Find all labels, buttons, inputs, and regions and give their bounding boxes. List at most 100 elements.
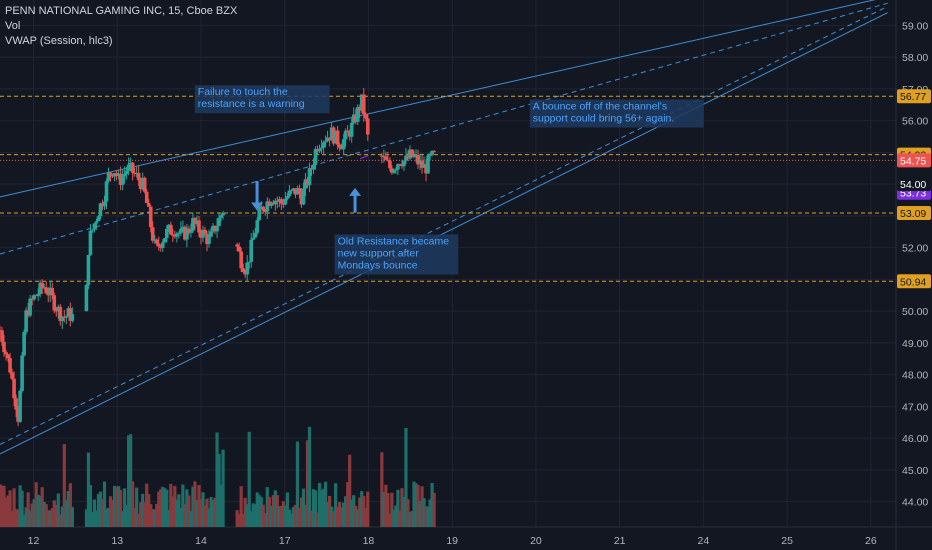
volume-bar <box>185 489 189 527</box>
volume-bar <box>64 500 68 527</box>
candle-body <box>313 149 318 165</box>
y-tick-label: 48.00 <box>902 370 928 382</box>
volume-bar <box>2 485 6 527</box>
volume-bar <box>165 489 169 527</box>
annotation-text: support could bring 56+ again. <box>533 113 675 125</box>
y-tick-label: 44.00 <box>902 497 928 509</box>
channel-trendline <box>0 5 888 445</box>
volume-bar <box>6 495 10 527</box>
y-tick-label: 49.00 <box>902 338 928 350</box>
candle-body <box>162 238 167 243</box>
candle-body <box>144 191 149 203</box>
candle-body <box>219 215 223 218</box>
annotation-text: resistance is a warning <box>198 98 305 110</box>
volume-bar <box>301 488 306 527</box>
candle-body <box>335 130 340 145</box>
volume-bar <box>281 501 285 527</box>
candle-body <box>114 173 119 176</box>
vwap-indicator-label[interactable]: VWAP (Session, hlc3) <box>5 35 113 47</box>
candle-body <box>251 237 256 240</box>
candle-body <box>343 130 348 140</box>
candle-body <box>388 160 392 169</box>
annotation-text: Mondays bounce <box>338 259 418 271</box>
volume-bar <box>46 510 50 527</box>
candle-body <box>112 173 117 177</box>
volume-bar <box>14 508 18 527</box>
candle-body <box>259 206 264 209</box>
volume-bar <box>344 496 348 527</box>
candle-body <box>207 236 211 245</box>
volume-bar <box>106 507 111 527</box>
candle-body <box>430 151 434 155</box>
volume-bar <box>209 497 213 527</box>
volume-bar <box>289 513 294 527</box>
volume-bar <box>352 495 356 527</box>
candle-body <box>392 170 396 173</box>
candle-body <box>283 198 288 205</box>
candle-body <box>62 316 67 318</box>
candle-body <box>408 149 412 159</box>
symbol-title[interactable]: PENN NATIONAL GAMING INC, 15, Cboe BZX <box>5 5 238 17</box>
volume-indicator-label[interactable]: Vol <box>5 20 21 32</box>
volume-bar <box>350 499 354 527</box>
candle-body <box>396 164 400 170</box>
candle-body <box>319 147 324 149</box>
volume-bar <box>259 497 263 527</box>
price-label-tag <box>897 153 931 168</box>
candle-body <box>156 243 161 247</box>
volume-bar <box>171 496 175 527</box>
volume-bar <box>321 488 326 527</box>
candle-body <box>8 358 12 373</box>
candle-body <box>130 162 135 173</box>
candle-body <box>165 228 169 239</box>
candle-body <box>221 212 225 216</box>
volume-bar <box>323 481 328 527</box>
candle-body <box>402 160 406 167</box>
candle-body <box>209 231 213 237</box>
candle-body <box>239 251 243 269</box>
price-label-tag-text: 54.00 <box>900 179 926 191</box>
candle-body <box>28 298 32 316</box>
candle-body <box>86 254 91 285</box>
volume-bar <box>98 491 103 527</box>
volume-bar <box>159 489 163 527</box>
candle-body <box>58 306 63 322</box>
volume-bar <box>193 481 197 527</box>
volume-bar <box>62 444 66 527</box>
candle-body <box>66 308 71 317</box>
volume-bar <box>346 482 350 527</box>
candle-body <box>255 220 260 233</box>
candle-body <box>102 201 107 207</box>
candle-body <box>0 330 4 342</box>
candle-body <box>217 217 221 226</box>
volume-bar <box>30 503 34 527</box>
volume-bar <box>273 490 277 527</box>
volume-bar <box>338 502 342 527</box>
volume-bar <box>96 493 101 527</box>
candle-body <box>56 306 61 312</box>
volume-bar <box>360 491 364 527</box>
x-tick-label: 21 <box>614 535 626 547</box>
candle-body <box>34 295 38 297</box>
volume-bar <box>271 495 275 527</box>
candle-body <box>203 229 207 235</box>
candle-body <box>20 355 24 391</box>
candle-body <box>132 172 137 174</box>
candle-body <box>363 114 368 119</box>
volume-bar <box>398 510 402 527</box>
volume-bar <box>4 497 8 527</box>
candle-body <box>50 287 55 296</box>
candle-body <box>48 287 53 296</box>
candle-body <box>267 201 272 206</box>
y-tick-label: 52.00 <box>902 243 928 255</box>
candle-body <box>424 164 428 174</box>
volume-bar <box>221 449 225 527</box>
candle-body <box>261 206 266 212</box>
candle-body <box>404 155 408 161</box>
volume-bar <box>70 506 74 527</box>
candle-body <box>64 316 69 318</box>
volume-bar <box>147 494 151 527</box>
candle-body <box>400 164 404 167</box>
